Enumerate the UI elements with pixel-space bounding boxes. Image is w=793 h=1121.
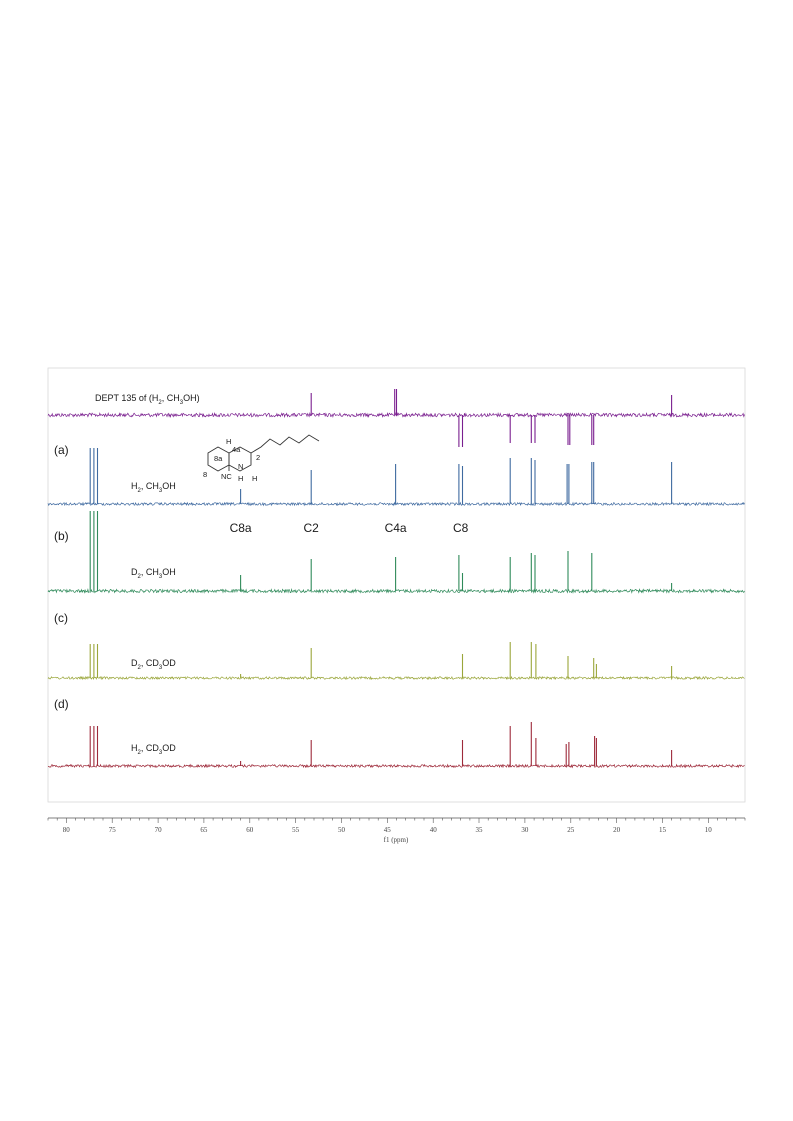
x-tick-label: 15	[659, 826, 667, 834]
chemical-structure	[207, 434, 320, 472]
peak-annotation-c8a: C8a	[230, 521, 252, 535]
x-tick-label: 80	[63, 826, 71, 834]
panel-label-b: (b)	[54, 529, 69, 543]
structure-label-h-top: H	[226, 437, 231, 446]
x-tick-label: 75	[109, 826, 117, 834]
x-tick-label: 60	[246, 826, 254, 834]
structure-label-2: 2	[256, 453, 260, 462]
structure-label-4a: 4a	[232, 445, 241, 454]
x-tick-label: 30	[521, 826, 529, 834]
peak-annotation-c8: C8	[453, 521, 469, 535]
panel-label-c: (c)	[54, 611, 68, 625]
panel-label-d: (d)	[54, 697, 69, 711]
x-tick-label: 70	[155, 826, 163, 834]
x-tick-label: 50	[338, 826, 346, 834]
spectrum-baseline-a	[47, 501, 745, 507]
x-tick-label: 25	[567, 826, 575, 834]
x-tick-label: 45	[384, 826, 392, 834]
structure-label-8a: 8a	[214, 454, 223, 463]
peak-annotation-c2: C2	[304, 521, 320, 535]
spectrum-baseline-c	[47, 675, 745, 681]
structure-atom-labels: H 4a 8a 2 8 NC N H H	[203, 437, 260, 483]
x-tick-label: 55	[292, 826, 300, 834]
spectrum-baseline-d	[47, 763, 745, 769]
x-tick-label: 65	[200, 826, 208, 834]
spectra-traces	[47, 389, 745, 769]
spectrum-baseline-b	[47, 588, 745, 594]
structure-label-8: 8	[203, 470, 207, 479]
peak-annotation-c4a: C4a	[385, 521, 407, 535]
x-axis-title: f1 (ppm)	[384, 836, 409, 844]
structure-label-h-n: H	[238, 474, 243, 483]
panel-label-a: (a)	[54, 443, 69, 457]
x-tick-label: 35	[476, 826, 484, 834]
x-axis-ticks: 80 75 70 65 60 55 50 45 40 35 30 25 20 15 10	[47, 818, 746, 834]
series-label-d: H2, CD3OD	[131, 743, 176, 756]
plot-frame	[47, 367, 746, 803]
structure-label-n: N	[238, 462, 243, 471]
x-tick-label: 20	[613, 826, 621, 834]
structure-label-h-c2: H	[252, 474, 257, 483]
structure-label-nc: NC	[221, 472, 232, 481]
x-tick-label: 10	[705, 826, 713, 834]
series-label-dept: DEPT 135 of (H2, CH3OH)	[95, 393, 200, 406]
series-label-b: D2, CH3OH	[131, 567, 176, 580]
x-tick-label: 40	[430, 826, 438, 834]
series-label-a: H2, CH3OH	[131, 481, 176, 494]
x-axis: 80 75 70 65 60 55 50 45 40 35 30 25 20 15 10 f1 (ppm)	[47, 817, 746, 844]
series-label-c: D2, CD3OD	[131, 658, 176, 671]
